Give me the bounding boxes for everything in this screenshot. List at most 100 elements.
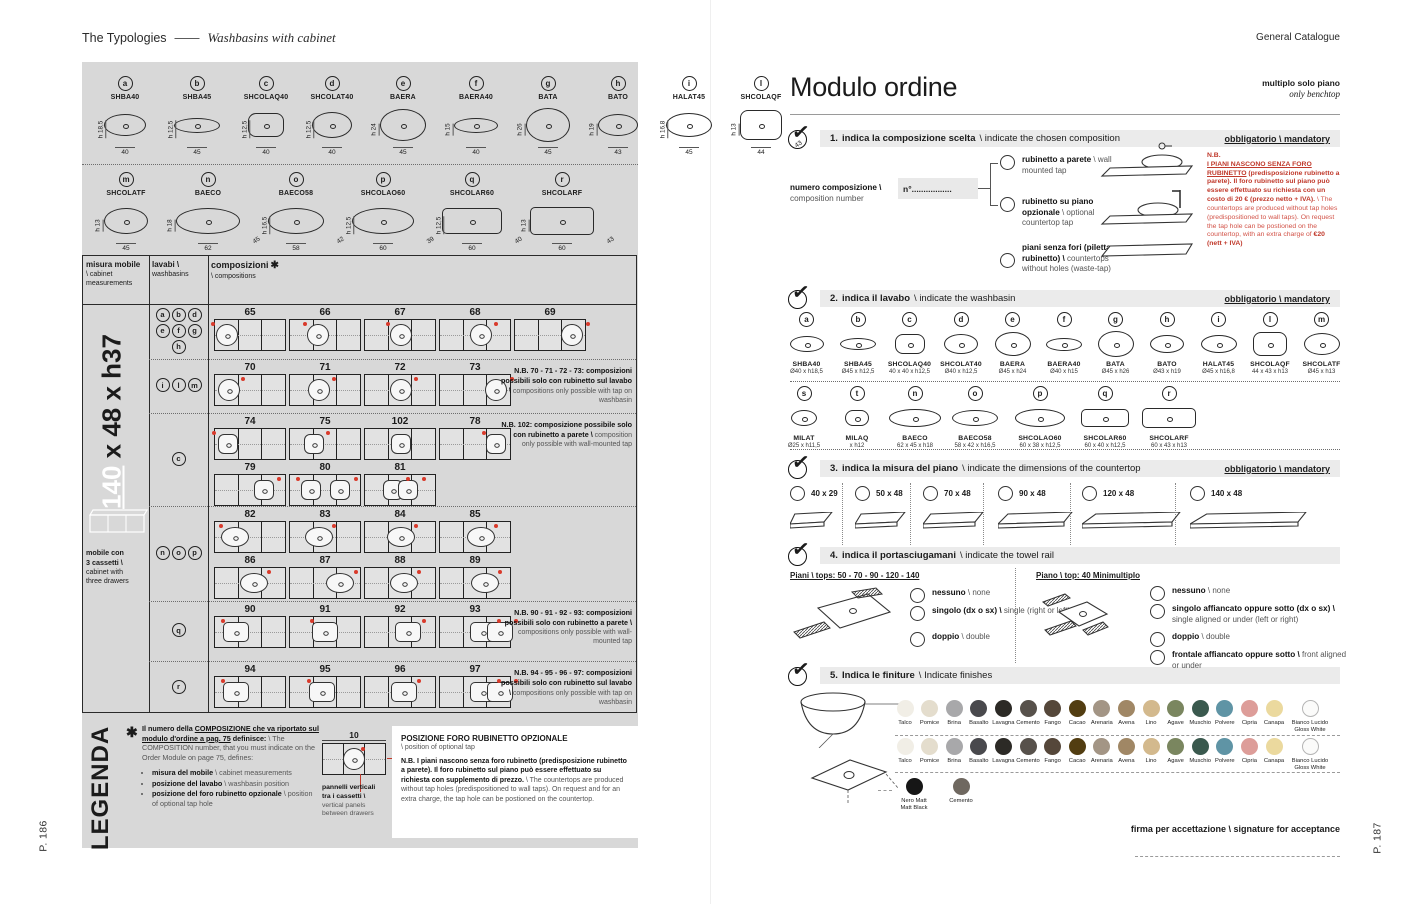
finish-swatch-color: [1068, 700, 1086, 717]
finish-swatch-label: Talco: [898, 758, 912, 764]
composition-number: 65: [244, 307, 256, 318]
towel-option-radio[interactable]: [1150, 604, 1165, 619]
countertop-size-radio[interactable]: [855, 486, 870, 501]
composition-number-input[interactable]: [898, 178, 978, 199]
washbasin-shape: [352, 208, 414, 234]
step-number: 1.: [830, 133, 838, 144]
height-dimension: h 12,5: [167, 120, 177, 139]
composition-diagram: 71: [289, 362, 361, 406]
finish-swatch-label: Brina: [947, 758, 961, 764]
legend-caption-en1: vertical panels: [322, 801, 366, 809]
washbasin-option-drawing: [1081, 403, 1129, 433]
step-4-bar: 4. indica il portasciugamani \ indicate th…: [820, 547, 1340, 564]
finish-swatch-label: Lino: [1145, 720, 1157, 726]
finish-swatch: Cacao: [1064, 700, 1090, 727]
towel-option-label-en: single (right or left): [1001, 606, 1071, 615]
composition-diagram: 87: [289, 555, 361, 599]
tap-hole-dot: [326, 431, 331, 435]
composition-note-bold: N.B. 102: composizione possibile solo co…: [501, 420, 632, 440]
towel-option-label-en: single aligned or under (left or right): [1172, 614, 1299, 624]
basin-position: [390, 379, 413, 401]
tap-hole-dot: [332, 524, 337, 528]
countertop-size-label: 120 x 48: [1103, 489, 1135, 498]
typology-item: p SHCOLAO60 h 12,5 60 39: [338, 172, 435, 252]
width-dimension: 45: [538, 147, 558, 156]
finish-swatch-label: Arenaria: [1090, 720, 1113, 726]
basin-position: [215, 324, 238, 346]
composition-box: [364, 567, 436, 599]
washbasin-option-drawing: [952, 403, 998, 433]
finish-swatch-label: Muschio: [1189, 758, 1211, 764]
countertop-tap-radio[interactable]: [1000, 197, 1015, 212]
composition-box: [439, 521, 511, 553]
towel-option-radio[interactable]: [1150, 650, 1165, 665]
drain-icon: [546, 124, 552, 129]
col-header-cabinet: misura mobile \ cabinet measurements: [83, 256, 149, 292]
legend-bullet: misura del mobile \ cabinet measurements: [152, 768, 320, 778]
signature-line[interactable]: [1135, 856, 1340, 857]
countertop-option-separator: [842, 483, 843, 545]
width-dimension: 45: [116, 243, 136, 252]
finish-swatch: Lavagna: [990, 738, 1016, 765]
towel-option-radio[interactable]: [1150, 632, 1165, 647]
washbasin-option-letter: s: [796, 386, 812, 401]
composition-number: 88: [394, 555, 406, 566]
composition-box: [439, 676, 518, 708]
typology-name: SHBA40: [110, 94, 140, 101]
step-label-en: \ indicate the washbasin: [914, 293, 1016, 304]
table-row-separator: [149, 661, 636, 662]
towel-option-radio[interactable]: [910, 606, 925, 621]
typology-letter: h: [610, 76, 626, 91]
towel-option: nessuno \ none: [910, 588, 1107, 603]
countertop-size-radio[interactable]: [1082, 486, 1097, 501]
tap-hole-dot: [421, 619, 426, 623]
typology-item: d SHCOLAT40 h 12,5 40: [298, 76, 366, 156]
basin-position: [486, 434, 506, 454]
typology-item: e BAERA h 24 45: [366, 76, 440, 156]
legend-lead-underlined: COMPOSIZIONE che va riportato sul modulo…: [142, 724, 319, 743]
step-number: 5.: [830, 670, 838, 681]
washbasin-option-shape: [994, 332, 1031, 356]
no-holes-radio[interactable]: [1000, 253, 1015, 268]
tap-hole-dot: [405, 477, 410, 481]
towel-option-radio[interactable]: [910, 588, 925, 603]
step-number: 3.: [830, 463, 838, 474]
finish-swatch-label: Canapa: [1263, 758, 1285, 764]
finish-swatch: Brina: [941, 738, 967, 765]
washbasin-shape: [598, 114, 638, 136]
countertop-size-radio[interactable]: [1190, 486, 1205, 501]
finish-swatch-color: [1117, 700, 1135, 717]
countertop-size-radio[interactable]: [790, 486, 805, 501]
basin-position: [326, 573, 355, 593]
signature-label: firma per accettazione \ signature for a…: [1130, 824, 1340, 834]
drain-icon: [474, 124, 480, 129]
washbasin-drawing: h 15: [444, 104, 498, 146]
washbasin-letter: a: [155, 307, 170, 322]
finish-swatch-label: Bianco Lucido Gloss White: [1291, 758, 1329, 771]
tap-hole-dot: [295, 477, 300, 481]
finish-swatch-label: Canapa: [1263, 720, 1285, 726]
washbasin-option-dims: Ø45 x h16,8: [1202, 369, 1235, 375]
finish-swatch-label: Basalto: [969, 720, 989, 726]
composition-note: N.B. 70 - 71 - 72 - 73: composizioni pos…: [500, 366, 632, 405]
wall-tap-radio[interactable]: [1000, 155, 1015, 170]
finish-swatch-label: Muschio: [1189, 720, 1211, 726]
step-label-en: \ indicate the chosen composition: [979, 133, 1120, 144]
height-dimension: h 12,5: [241, 120, 251, 139]
width-dimension: 60: [552, 243, 572, 252]
washbasin-letter: c: [171, 451, 186, 466]
finish-swatch: Talco: [892, 700, 918, 727]
width-dimension: 45: [393, 147, 413, 156]
typology-separator: [82, 164, 638, 165]
countertop-size-radio[interactable]: [923, 486, 938, 501]
washbasin-letter: m: [187, 378, 202, 392]
top-note-it: multiplo solo piano: [1262, 78, 1340, 88]
towel-option-label-it: singolo affiancato oppure sotto (dx o sx…: [1172, 604, 1335, 613]
col-header-washbasins-it: lavabi \: [152, 260, 180, 269]
countertop-size-radio[interactable]: [998, 486, 1013, 501]
composition-box: [289, 567, 361, 599]
towel-option-radio[interactable]: [910, 632, 925, 647]
washbasin-option-shape: [791, 410, 817, 426]
table-header-divider: [83, 304, 636, 305]
towel-option-radio[interactable]: [1150, 586, 1165, 601]
